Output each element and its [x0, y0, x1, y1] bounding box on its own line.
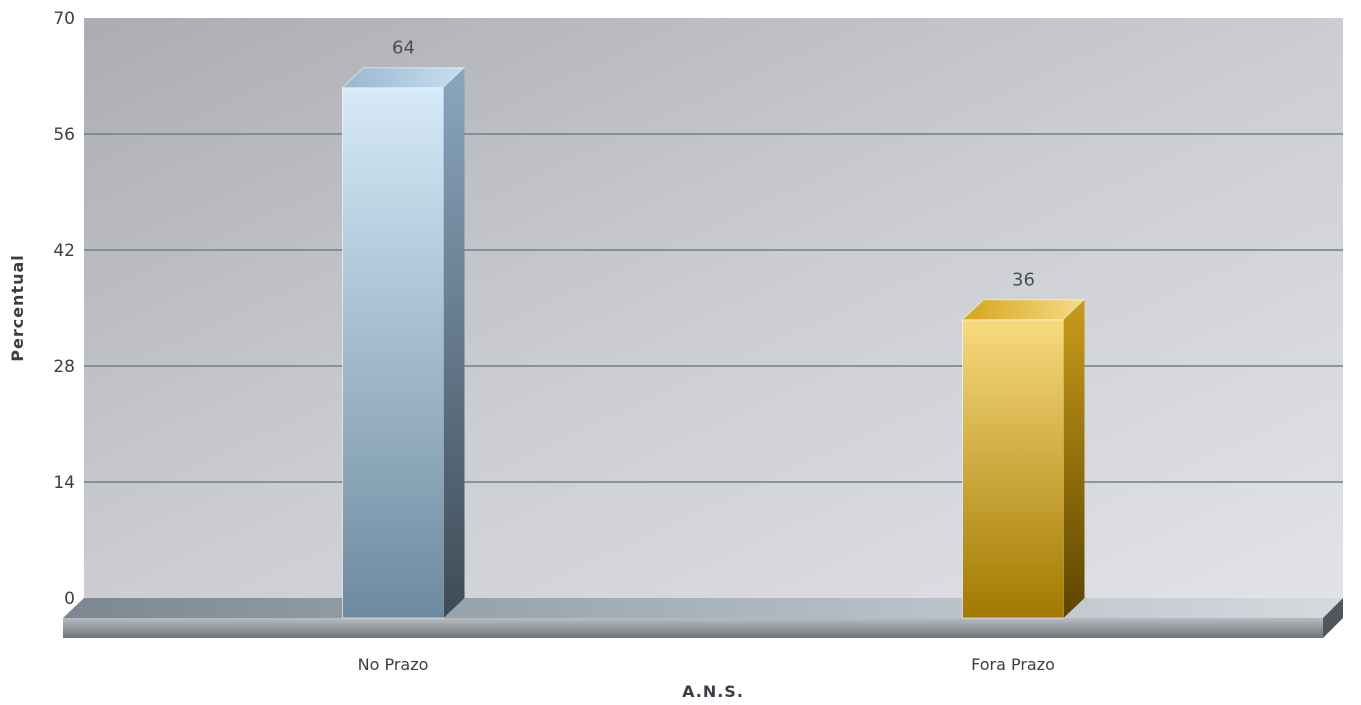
- floor-side: [1323, 598, 1343, 638]
- x-tick-label-no-prazo: No Prazo: [358, 655, 429, 674]
- bars: 64 36: [341, 38, 1086, 619]
- y-tick-label: 0: [64, 589, 75, 609]
- y-tick-label: 14: [53, 473, 75, 493]
- bar-top: [961, 299, 1086, 321]
- bar-side: [1063, 299, 1085, 618]
- plot-area-wall: [84, 18, 1343, 598]
- gridlines: [84, 133, 1343, 483]
- bar-fora-prazo: 36: [961, 270, 1086, 619]
- x-axis-title: A.N.S.: [682, 682, 744, 701]
- floor-front: [63, 618, 1323, 638]
- y-tick-label: 70: [53, 9, 75, 29]
- bar-top: [341, 67, 466, 89]
- y-axis-ticks: 0 14 28 42 56 70: [53, 9, 75, 609]
- y-tick-label: 56: [53, 125, 75, 145]
- data-label-fora-prazo: 36: [1012, 270, 1035, 291]
- y-axis-title: Percentual: [8, 254, 27, 362]
- bar-front: [962, 319, 1064, 619]
- bar-no-prazo: 64: [341, 38, 466, 619]
- bar-front: [342, 87, 444, 619]
- y-tick-label: 42: [53, 241, 75, 261]
- data-label-no-prazo: 64: [392, 38, 415, 59]
- x-tick-label-fora-prazo: Fora Prazo: [971, 655, 1055, 674]
- y-tick-label: 28: [53, 357, 75, 377]
- floor-top: [63, 598, 1343, 618]
- bar-side: [443, 67, 465, 618]
